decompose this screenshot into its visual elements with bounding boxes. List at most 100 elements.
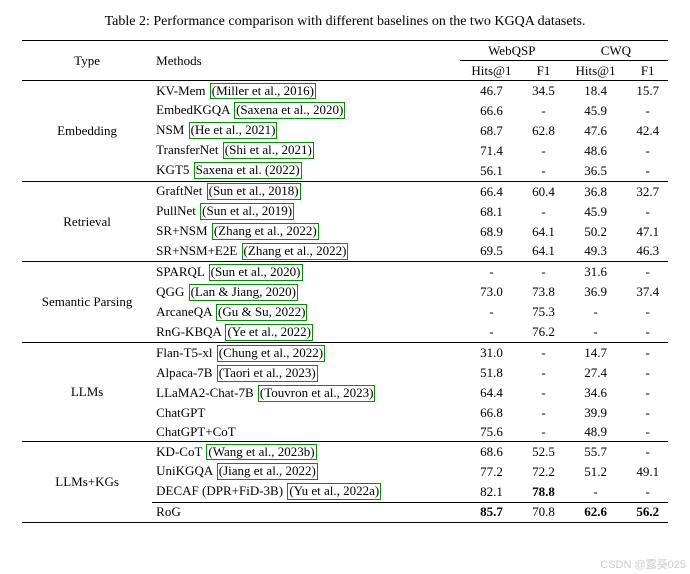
cell: 62.6 <box>564 502 628 522</box>
method-name: Alpaca-7B <box>156 365 212 380</box>
cite-link[interactable]: (Ye et al., 2022) <box>225 324 313 341</box>
table-row: Embedding KV-Mem (Miller et al., 2016) 4… <box>22 81 668 101</box>
cell: 66.4 <box>460 181 524 201</box>
cell: - <box>627 383 668 403</box>
cell: - <box>627 141 668 161</box>
cell: 64.4 <box>460 383 524 403</box>
cell: 31.6 <box>564 262 628 282</box>
cell: - <box>627 422 668 442</box>
table-caption: Table 2: Performance comparison with dif… <box>22 14 668 30</box>
cell: - <box>564 482 628 502</box>
cell: 34.6 <box>564 383 628 403</box>
cell: 50.2 <box>564 222 628 242</box>
method-name: KD-CoT <box>156 444 202 459</box>
cell: 68.7 <box>460 121 524 141</box>
cell: 56.1 <box>460 161 524 181</box>
cell: - <box>627 161 668 181</box>
type-embedding: Embedding <box>22 81 152 182</box>
cell: 66.8 <box>460 403 524 422</box>
method-name: ChatGPT <box>156 405 205 420</box>
cell: 60.4 <box>523 181 564 201</box>
cell: 48.6 <box>564 141 628 161</box>
cell: 48.9 <box>564 422 628 442</box>
cite-link[interactable]: (Sun et al., 2018) <box>207 183 301 200</box>
cell: 64.1 <box>523 242 564 262</box>
cell: 31.0 <box>460 343 524 363</box>
cite-link[interactable]: (Touvron et al., 2023) <box>258 385 376 402</box>
cell: - <box>564 302 628 322</box>
method-name: QGG <box>156 284 184 299</box>
cell: 45.9 <box>564 202 628 222</box>
cite-link[interactable]: (Chung et al., 2022) <box>217 345 325 362</box>
cell: 73.8 <box>523 282 564 302</box>
cite-link[interactable]: (Zhang et al., 2022) <box>212 223 319 240</box>
type-llms: LLMs <box>22 343 152 442</box>
cell: 36.8 <box>564 181 628 201</box>
cite-link[interactable]: (Wang et al., 2023b) <box>206 444 316 461</box>
cell: 64.1 <box>523 222 564 242</box>
watermark: CSDN @露葵025 <box>600 556 686 572</box>
cell: 76.2 <box>523 322 564 342</box>
cite-link[interactable]: (Lan & Jiang, 2020) <box>189 284 298 301</box>
cite-link[interactable]: Saxena et al. (2022) <box>194 162 302 179</box>
method-name: NSM <box>156 122 184 137</box>
method-name: SR+NSM <box>156 223 207 238</box>
cite-link[interactable]: (Miller et al., 2016) <box>210 83 316 100</box>
cell: 75.3 <box>523 302 564 322</box>
cell: - <box>627 363 668 383</box>
cite-link[interactable]: (Yu et al., 2022a) <box>287 483 381 500</box>
col-cwq: CWQ <box>564 41 668 61</box>
cell: - <box>627 202 668 222</box>
cell: 36.5 <box>564 161 628 181</box>
cell: - <box>460 262 524 282</box>
method-name: KV-Mem <box>156 83 205 98</box>
cell: - <box>564 322 628 342</box>
method-name: KGT5 <box>156 162 189 177</box>
table-row: Semantic Parsing SPARQL (Sun et al., 202… <box>22 262 668 282</box>
cell: 32.7 <box>627 181 668 201</box>
cell: - <box>627 403 668 422</box>
col-cwq-hits: Hits@1 <box>564 61 628 81</box>
cell: 71.4 <box>460 141 524 161</box>
cell: - <box>460 302 524 322</box>
cell: 68.9 <box>460 222 524 242</box>
cell: 82.1 <box>460 482 524 502</box>
cell: - <box>523 343 564 363</box>
method-name: ChatGPT+CoT <box>156 424 236 439</box>
results-table: Type Methods WebQSP CWQ Hits@1 F1 Hits@1… <box>22 40 668 523</box>
table-row: LLMs+KGs KD-CoT (Wang et al., 2023b) 68.… <box>22 442 668 462</box>
cell: 34.5 <box>523 81 564 101</box>
type-llmskgs: LLMs+KGs <box>22 442 152 523</box>
cell: - <box>627 482 668 502</box>
method-name: EmbedKGQA <box>156 102 230 117</box>
cell: 78.8 <box>523 482 564 502</box>
col-cwq-f1: F1 <box>627 61 668 81</box>
cite-link[interactable]: (Sun et al., 2020) <box>209 264 303 281</box>
method-name: SR+NSM+E2E <box>156 243 237 258</box>
cite-link[interactable]: (Gu & Su, 2022) <box>216 304 307 321</box>
table-row: LLMs Flan-T5-xl (Chung et al., 2022) 31.… <box>22 343 668 363</box>
col-websp-hits: Hits@1 <box>460 61 524 81</box>
cite-link[interactable]: (He et al., 2021) <box>189 122 278 139</box>
cell: 15.7 <box>627 81 668 101</box>
cite-link[interactable]: (Sun et al., 2019) <box>200 203 294 220</box>
cell: - <box>523 403 564 422</box>
cite-link[interactable]: (Saxena et al., 2020) <box>234 102 345 119</box>
cell: - <box>523 383 564 403</box>
method-name: TransferNet <box>156 142 218 157</box>
cite-link[interactable]: (Zhang et al., 2022) <box>242 243 349 260</box>
cell: 77.2 <box>460 462 524 482</box>
col-websp: WebQSP <box>460 41 564 61</box>
cell: 51.2 <box>564 462 628 482</box>
cite-link[interactable]: (Shi et al., 2021) <box>223 142 314 159</box>
cell: - <box>523 161 564 181</box>
cite-link[interactable]: (Taori et al., 2023) <box>217 365 318 382</box>
cite-link[interactable]: (Jiang et al., 2022) <box>217 463 318 480</box>
cell: 51.8 <box>460 363 524 383</box>
method-name: UniKGQA <box>156 463 212 478</box>
cell: 47.1 <box>627 222 668 242</box>
cell: 46.3 <box>627 242 668 262</box>
type-retrieval: Retrieval <box>22 181 152 262</box>
method-name: GraftNet <box>156 183 202 198</box>
cell: 47.6 <box>564 121 628 141</box>
